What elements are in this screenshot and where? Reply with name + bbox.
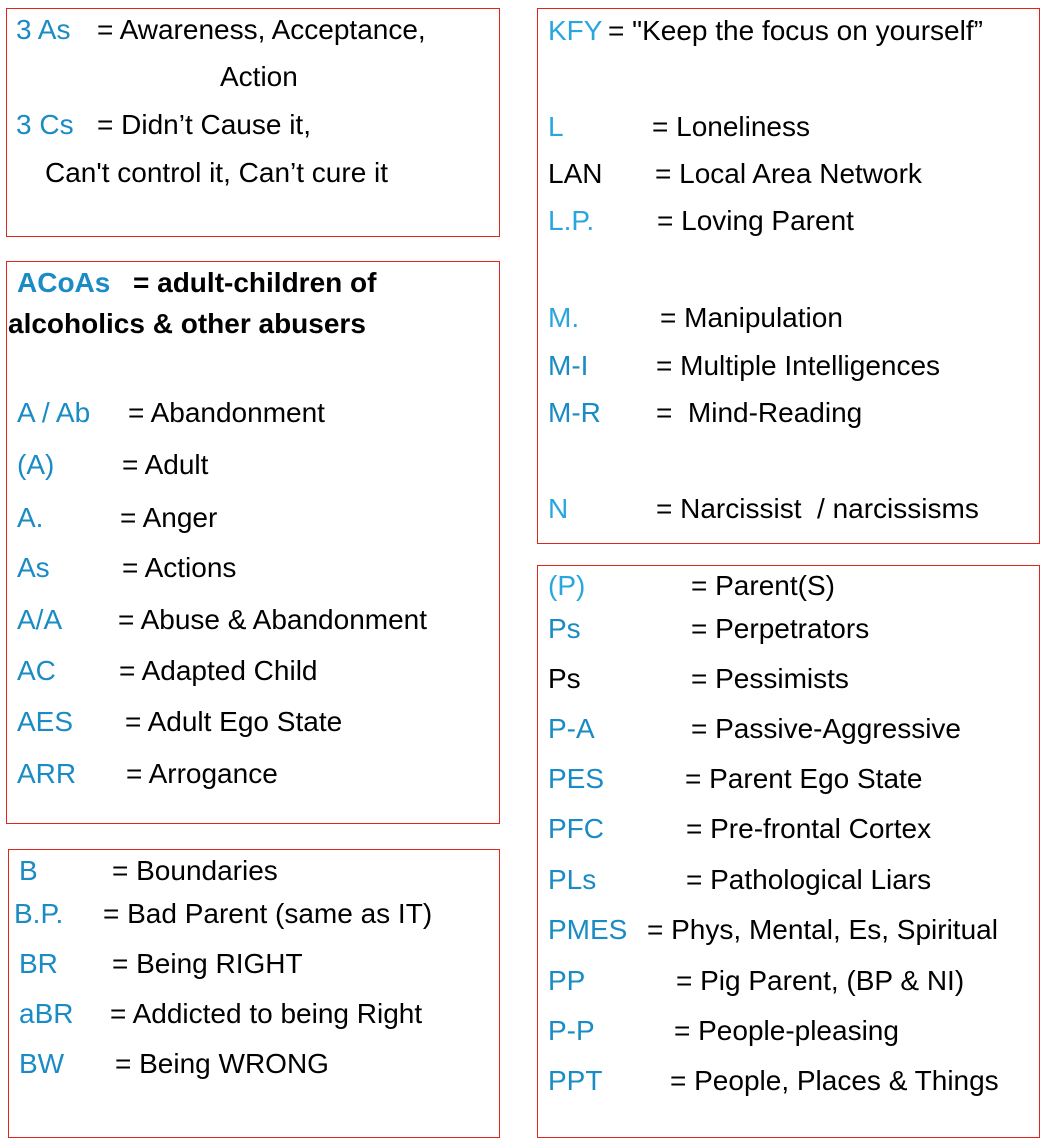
glossary-abbreviation: ARR: [17, 758, 77, 789]
glossary-abbreviation: 3 As: [16, 14, 71, 45]
glossary-abbreviation: LAN: [548, 158, 603, 189]
glossary-definition: = Being WRONG: [115, 1048, 329, 1079]
glossary-definition: = adult-children of: [133, 267, 377, 298]
glossary-definition: = Abandonment: [128, 397, 325, 428]
glossary-definition: alcoholics & other abusers: [8, 308, 366, 339]
glossary-definition: = Being RIGHT: [112, 948, 303, 979]
glossary-definition: = People-pleasing: [674, 1015, 899, 1046]
glossary-definition: Action: [220, 61, 298, 92]
glossary-abbreviation: M.: [548, 302, 580, 333]
glossary-definition: = Anger: [120, 502, 218, 533]
glossary-abbreviation: BR: [19, 948, 58, 979]
glossary-box: [6, 261, 500, 824]
glossary-abbreviation: Ps: [548, 613, 581, 644]
glossary-definition: = Actions: [122, 552, 237, 583]
glossary-abbreviation: aBR: [19, 998, 74, 1029]
glossary-abbreviation: AES: [17, 706, 74, 737]
glossary-definition: = Abuse & Abandonment: [118, 604, 428, 635]
glossary-definition: = Arrogance: [126, 758, 278, 789]
glossary-abbreviation: 3 Cs: [16, 109, 74, 140]
glossary-definition: Can't control it, Can’t cure it: [45, 157, 389, 188]
glossary-box: [8, 849, 500, 1138]
glossary-definition: = Mind-Reading: [656, 397, 863, 428]
glossary-abbreviation: AC: [17, 655, 56, 686]
glossary-definition: = Local Area Network: [655, 158, 922, 189]
glossary-abbreviation: Ps: [548, 663, 581, 694]
glossary-abbreviation: (A): [17, 449, 55, 480]
glossary-definition: = Narcissist / narcissisms: [656, 493, 979, 524]
glossary-definition: = Didn’t Cause it,: [97, 109, 311, 140]
glossary-definition: = Addicted to being Right: [110, 998, 423, 1029]
glossary-abbreviation: L.P.: [548, 205, 595, 236]
glossary-definition: = Passive-Aggressive: [691, 713, 962, 744]
glossary-definition: = Awareness, Acceptance,: [97, 14, 426, 45]
glossary-definition: = Loving Parent: [657, 205, 854, 236]
glossary-abbreviation: A.: [17, 502, 44, 533]
glossary-definition: = Loneliness: [652, 111, 811, 142]
glossary-definition: = People, Places & Things: [670, 1065, 999, 1096]
glossary-definition: = Pathological Liars: [686, 864, 932, 895]
glossary-abbreviation: (P): [548, 570, 586, 601]
glossary-abbreviation: P-A: [548, 713, 595, 744]
glossary-definition: = Adult Ego State: [125, 706, 343, 737]
glossary-abbreviation: B: [19, 855, 38, 886]
glossary-definition: = "Keep the focus on yourself”: [608, 15, 983, 46]
glossary-abbreviation: As: [17, 552, 50, 583]
glossary-abbreviation: PPT: [548, 1065, 603, 1096]
glossary-definition: = Pre-frontal Cortex: [686, 813, 932, 844]
glossary-abbreviation: PLs: [548, 864, 597, 895]
glossary-definition: = Multiple Intelligences: [656, 350, 941, 381]
glossary-abbreviation: N: [548, 493, 569, 524]
glossary-abbreviation: PP: [548, 965, 586, 996]
glossary-abbreviation: M-I: [548, 350, 589, 381]
glossary-definition: = Boundaries: [112, 855, 278, 886]
glossary-definition: = Pig Parent, (BP & NI): [676, 965, 965, 996]
glossary-abbreviation: L: [548, 111, 564, 142]
glossary-abbreviation: PES: [548, 763, 605, 794]
glossary-abbreviation: ACoAs: [17, 267, 111, 298]
glossary-abbreviation: A/A: [17, 604, 63, 635]
glossary-box: [537, 8, 1040, 544]
glossary-box: [6, 8, 500, 237]
glossary-definition: = Pessimists: [691, 663, 849, 694]
glossary-definition: = Adult: [122, 449, 209, 480]
glossary-definition: = Bad Parent (same as IT): [103, 898, 433, 929]
glossary-box: [537, 565, 1040, 1138]
glossary-abbreviation: KFY: [548, 15, 603, 46]
glossary-definition: = Parent Ego State: [685, 763, 923, 794]
glossary-definition: = Manipulation: [660, 302, 843, 333]
glossary-definition: = Perpetrators: [691, 613, 870, 644]
glossary-definition: = Phys, Mental, Es, Spiritual: [647, 914, 998, 945]
glossary-abbreviation: PFC: [548, 813, 604, 844]
glossary-abbreviation: P-P: [548, 1015, 595, 1046]
glossary-abbreviation: B.P.: [14, 898, 64, 929]
glossary-abbreviation: BW: [19, 1048, 65, 1079]
glossary-abbreviation: A / Ab: [17, 397, 91, 428]
glossary-abbreviation: PMES: [548, 914, 628, 945]
glossary-abbreviation: M-R: [548, 397, 601, 428]
glossary-definition: = Adapted Child: [119, 655, 318, 686]
glossary-definition: = Parent(S): [691, 570, 835, 601]
